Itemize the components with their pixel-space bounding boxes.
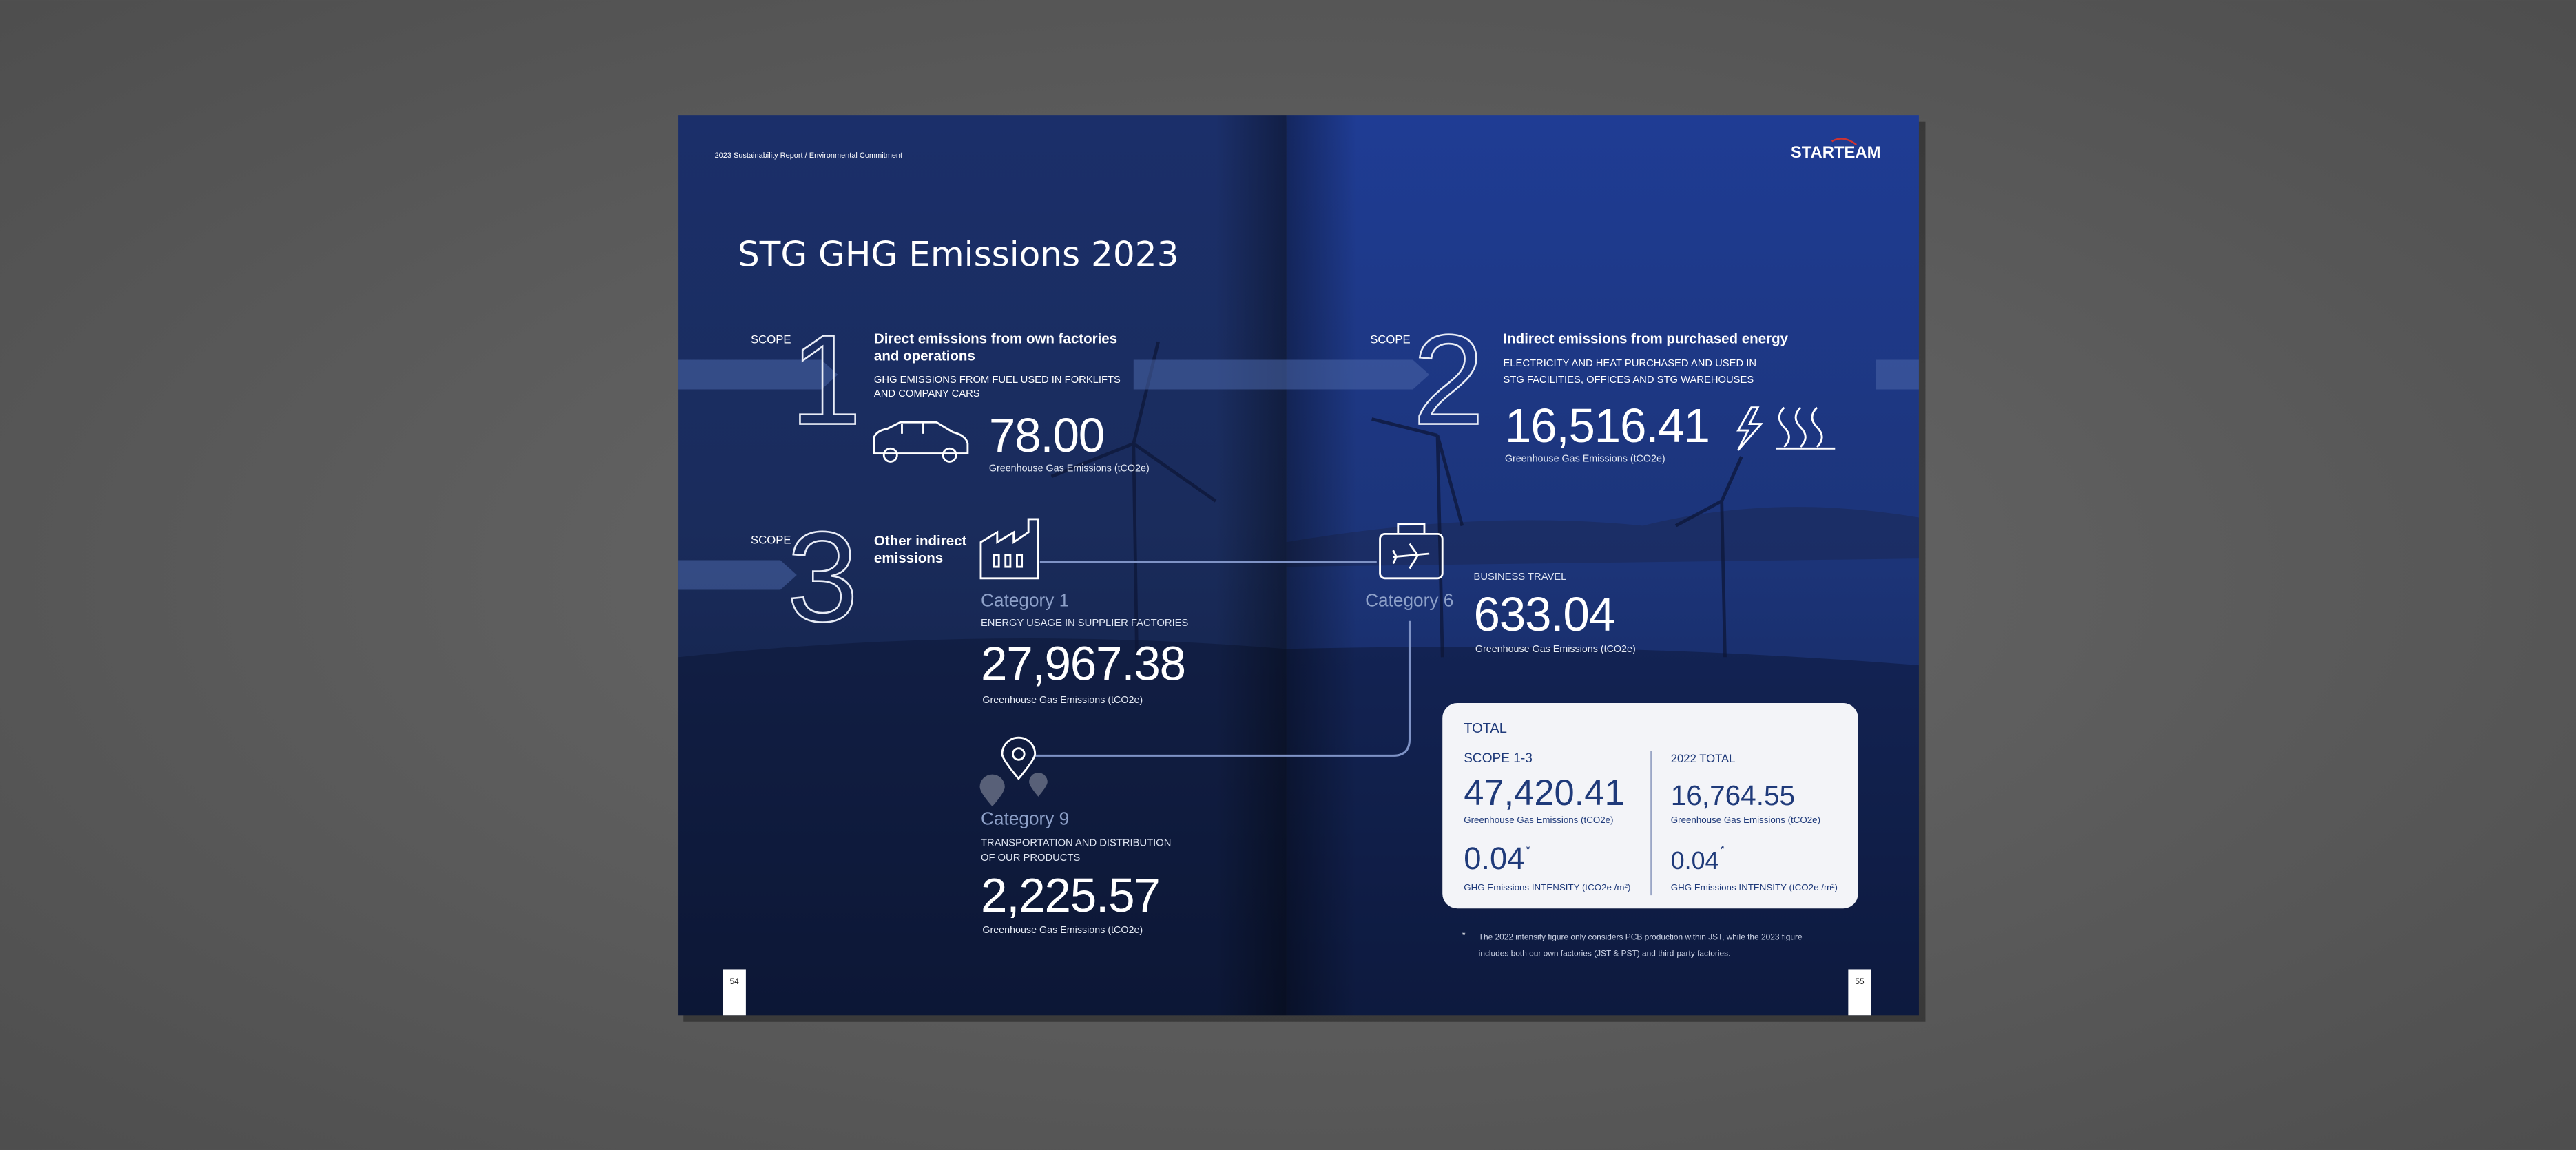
category-value: 2,225.57 — [981, 868, 1160, 922]
scope-number: 2 — [1413, 309, 1484, 452]
scope-value: 16,516.41 — [1505, 399, 1710, 452]
total-value: 47,420.41 — [1464, 773, 1624, 813]
description-line: ENERGY USAGE IN SUPPLIER FACTORIES — [981, 618, 1189, 629]
scope-value: 78.00 — [989, 408, 1104, 462]
intensity-value: 0.04 — [1464, 841, 1524, 876]
intensity-mark: * — [1721, 844, 1725, 855]
description-line: STG FACILITIES, OFFICES AND STG WAREHOUS… — [1503, 375, 1754, 386]
column-heading: 2022 TOTAL — [1671, 752, 1736, 765]
logo: STARTEAM — [1791, 143, 1881, 162]
turbines — [1050, 341, 1743, 658]
total-value: 16,764.55 — [1671, 780, 1795, 811]
value-caption: Greenhouse Gas Emissions (tCO2e) — [1464, 815, 1613, 825]
description-line: GHG EMISSIONS FROM FUEL USED IN FORKLIFT… — [874, 375, 1121, 386]
value-caption: Greenhouse Gas Emissions (tCO2e) — [1475, 644, 1636, 655]
scope-number: 1 — [790, 309, 861, 452]
intensity-mark: * — [1526, 844, 1530, 855]
fold — [1216, 115, 1358, 1016]
value-caption: Greenhouse Gas Emissions (tCO2e) — [982, 695, 1143, 706]
page-title: STG GHG Emissions 2023 — [738, 235, 1179, 275]
intensity-caption: GHG Emissions INTENSITY (tCO2e /m²) — [1671, 882, 1838, 892]
page-number: 54 — [730, 976, 740, 986]
heading-line: Indirect emissions from purchased energy — [1503, 331, 1788, 347]
total-columns: SCOPE 1-3 47,420.41 Greenhouse Gas Emissio… — [1464, 751, 1838, 892]
value-caption: Greenhouse Gas Emissions (tCO2e) — [982, 925, 1143, 936]
car-icon — [873, 421, 969, 463]
footnote-mark: * — [1462, 930, 1466, 940]
categories: Category 1 ENERGY USAGE IN SUPPLIER FACTO… — [981, 572, 1636, 936]
arrow-bands — [678, 359, 1919, 590]
description-line: TRANSPORTATION AND DISTRIBUTION — [981, 838, 1171, 849]
page-number: 55 — [1855, 976, 1865, 986]
location-icon — [979, 736, 1048, 807]
description-line: ELECTRICITY AND HEAT PURCHASED AND USED … — [1503, 358, 1756, 369]
intensity-caption: GHG Emissions INTENSITY (tCO2e /m²) — [1464, 882, 1630, 892]
logo-swoosh — [1831, 138, 1857, 146]
value-caption: Greenhouse Gas Emissions (tCO2e) — [1505, 453, 1665, 464]
heading-line: Direct emissions from own factories — [874, 331, 1117, 347]
scope-label: SCOPE — [751, 333, 791, 346]
scope-number: 3 — [787, 506, 858, 649]
scope-description: GHG EMISSIONS FROM FUEL USED IN FORKLIFT… — [874, 375, 1121, 399]
footnote: * The 2022 intensity figure only consider… — [1462, 930, 1803, 958]
travel-icon — [1379, 523, 1444, 580]
scope-heading: Indirect emissions from purchased energy — [1503, 331, 1788, 347]
heading-line: and operations — [874, 348, 975, 364]
page-tab — [723, 969, 746, 1016]
intensity-value: 0.04 — [1671, 847, 1719, 875]
description-line: BUSINESS TRAVEL — [1474, 572, 1567, 583]
category-name: Category 6 — [1365, 589, 1453, 610]
scope-label: SCOPE — [751, 534, 791, 547]
description-line: AND COMPANY CARS — [874, 388, 980, 399]
total-title: TOTAL — [1464, 721, 1507, 736]
heading-line: Other indirect — [874, 533, 967, 549]
description-line: OF OUR PRODUCTS — [981, 853, 1081, 864]
value-caption: Greenhouse Gas Emissions (tCO2e) — [989, 463, 1150, 474]
energy-icon — [1736, 406, 1836, 451]
factory-icon — [979, 518, 1039, 580]
heading-line: emissions — [874, 550, 943, 566]
total-card — [1442, 703, 1858, 909]
category-value: 27,967.38 — [981, 637, 1185, 691]
running-title: 2023 Sustainability Report / Environment… — [715, 151, 903, 160]
hills — [1286, 507, 1919, 567]
scope-label: SCOPE — [1370, 333, 1410, 346]
category-name: Category 1 — [981, 589, 1069, 610]
scope-description: ELECTRICITY AND HEAT PURCHASED AND USED … — [1503, 358, 1756, 386]
footnote-line: includes both our own factories (JST & P… — [1479, 948, 1731, 958]
column-heading: SCOPE 1-3 — [1464, 751, 1533, 766]
category-value: 633.04 — [1474, 587, 1614, 641]
category-name: Category 9 — [981, 808, 1069, 829]
value-caption: Greenhouse Gas Emissions (tCO2e) — [1671, 815, 1820, 825]
footnote-line: The 2022 intensity figure only considers… — [1479, 932, 1803, 942]
page-tab — [1848, 969, 1871, 1016]
connectors — [1035, 561, 1411, 757]
